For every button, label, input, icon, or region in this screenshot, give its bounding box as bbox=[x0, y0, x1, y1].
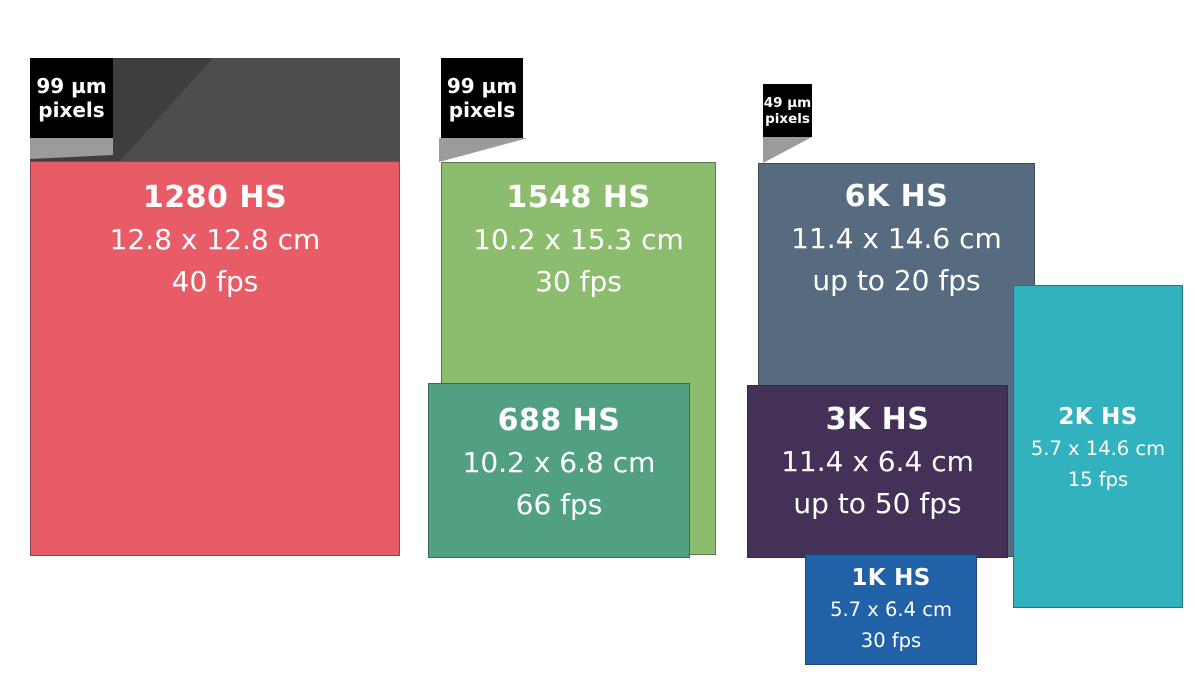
pixel-pitch-value: 99 µm bbox=[446, 74, 518, 98]
detector-framerate: 66 fps bbox=[515, 488, 603, 521]
detector-1khs-rect: 1K HS 5.7 x 6.4 cm 30 fps bbox=[805, 554, 977, 665]
fold-flap-triangle bbox=[763, 137, 812, 163]
detector-3khs-rect: 3K HS 11.4 x 6.4 cm up to 50 fps bbox=[747, 385, 1008, 558]
pixel-pitch-value: 99 µm bbox=[36, 74, 107, 98]
detector-1280hs-rect: 1280 HS 12.8 x 12.8 cm 40 fps bbox=[30, 161, 400, 556]
fold-flap-shape bbox=[763, 137, 812, 163]
detector-name: 3K HS bbox=[825, 402, 930, 437]
detector-2khs-rect: 2K HS 5.7 x 14.6 cm 15 fps bbox=[1013, 285, 1183, 608]
detector-dimensions: 12.8 x 12.8 cm bbox=[109, 223, 321, 256]
detector-framerate: 30 fps bbox=[860, 629, 922, 652]
detector-framerate: up to 50 fps bbox=[793, 487, 962, 520]
detector-dimensions: 11.4 x 6.4 cm bbox=[781, 445, 974, 478]
detector-name: 688 HS bbox=[497, 403, 621, 438]
detector-dimensions: 5.7 x 6.4 cm bbox=[830, 598, 952, 621]
detector-name: 1548 HS bbox=[506, 180, 651, 215]
pixel-pitch-unit: pixels bbox=[448, 98, 516, 122]
detector-framerate: 15 fps bbox=[1067, 468, 1129, 491]
pixel-pitch-label: 99 µm pixels bbox=[30, 58, 113, 138]
detector-framerate: 40 fps bbox=[171, 265, 259, 298]
pixel-pitch-label: 99 µm pixels bbox=[441, 58, 523, 138]
detector-dimensions: 10.2 x 15.3 cm bbox=[473, 223, 684, 256]
detector-name: 1280 HS bbox=[142, 180, 288, 215]
detector-framerate: up to 20 fps bbox=[812, 264, 981, 297]
detector-name: 1K HS bbox=[851, 565, 931, 591]
detector-dimensions: 10.2 x 6.8 cm bbox=[462, 446, 656, 479]
detector-name: 2K HS bbox=[1058, 404, 1138, 430]
fold-flap-shape bbox=[30, 137, 113, 159]
detector-dimensions: 11.4 x 14.6 cm bbox=[791, 222, 1002, 255]
detector-dimensions: 5.7 x 14.6 cm bbox=[1030, 437, 1166, 460]
fold-flap-triangle bbox=[439, 138, 528, 162]
detector-name: 6K HS bbox=[844, 179, 949, 214]
detector-framerate: 30 fps bbox=[535, 265, 622, 298]
pixel-pitch-unit: pixels bbox=[765, 110, 810, 127]
fold-flap-shape bbox=[439, 138, 528, 162]
pixel-pitch-unit: pixels bbox=[38, 98, 105, 122]
pixel-pitch-value: 49 µm bbox=[763, 94, 812, 111]
detector-688hs-rect: 688 HS 10.2 x 6.8 cm 66 fps bbox=[428, 383, 690, 558]
pixel-pitch-label: 49 µm pixels bbox=[763, 84, 812, 137]
